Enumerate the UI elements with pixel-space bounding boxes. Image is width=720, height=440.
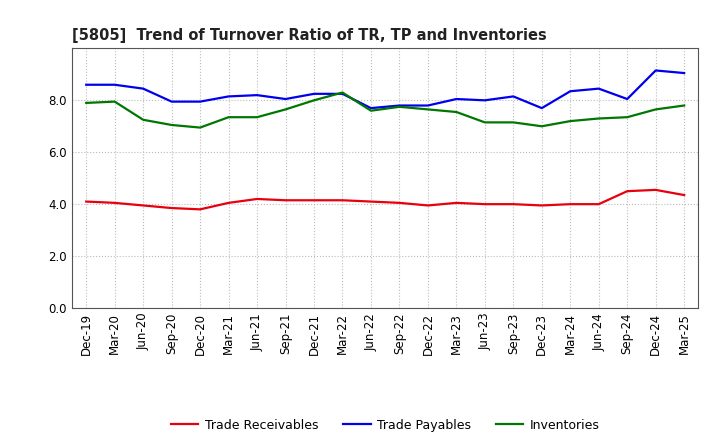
Trade Payables: [566, 88, 575, 94]
Trade Receivables: [366, 199, 375, 204]
Trade Payables: [196, 99, 204, 104]
Inventories: [338, 90, 347, 95]
Inventories: [225, 114, 233, 120]
Trade Payables: [537, 106, 546, 111]
Trade Receivables: [452, 200, 461, 205]
Trade Receivables: [595, 202, 603, 207]
Inventories: [366, 108, 375, 114]
Trade Receivables: [139, 203, 148, 208]
Trade Payables: [452, 96, 461, 102]
Trade Receivables: [225, 200, 233, 205]
Trade Payables: [680, 70, 688, 76]
Trade Receivables: [282, 198, 290, 203]
Inventories: [652, 107, 660, 112]
Inventories: [139, 117, 148, 122]
Inventories: [310, 98, 318, 103]
Line: Trade Receivables: Trade Receivables: [86, 190, 684, 209]
Inventories: [566, 118, 575, 124]
Line: Trade Payables: Trade Payables: [86, 70, 684, 108]
Inventories: [452, 110, 461, 115]
Inventories: [423, 107, 432, 112]
Trade Receivables: [253, 196, 261, 202]
Line: Inventories: Inventories: [86, 92, 684, 128]
Trade Payables: [253, 92, 261, 98]
Trade Payables: [282, 96, 290, 102]
Inventories: [282, 107, 290, 112]
Trade Receivables: [623, 188, 631, 194]
Trade Receivables: [652, 187, 660, 193]
Inventories: [253, 114, 261, 120]
Trade Receivables: [537, 203, 546, 208]
Trade Payables: [338, 91, 347, 96]
Inventories: [509, 120, 518, 125]
Inventories: [680, 103, 688, 108]
Trade Payables: [139, 86, 148, 91]
Trade Payables: [225, 94, 233, 99]
Trade Receivables: [82, 199, 91, 204]
Trade Payables: [480, 98, 489, 103]
Trade Receivables: [566, 202, 575, 207]
Trade Payables: [310, 91, 318, 96]
Trade Receivables: [167, 205, 176, 211]
Trade Receivables: [423, 203, 432, 208]
Trade Payables: [623, 96, 631, 102]
Trade Receivables: [680, 192, 688, 198]
Inventories: [196, 125, 204, 130]
Inventories: [167, 122, 176, 128]
Trade Receivables: [395, 200, 404, 205]
Inventories: [480, 120, 489, 125]
Trade Payables: [595, 86, 603, 91]
Trade Receivables: [338, 198, 347, 203]
Trade Receivables: [310, 198, 318, 203]
Trade Payables: [395, 103, 404, 108]
Trade Payables: [509, 94, 518, 99]
Trade Receivables: [509, 202, 518, 207]
Inventories: [82, 100, 91, 106]
Inventories: [623, 114, 631, 120]
Trade Receivables: [480, 202, 489, 207]
Trade Payables: [652, 68, 660, 73]
Trade Payables: [366, 106, 375, 111]
Inventories: [595, 116, 603, 121]
Inventories: [110, 99, 119, 104]
Inventories: [395, 104, 404, 110]
Inventories: [537, 124, 546, 129]
Trade Payables: [167, 99, 176, 104]
Trade Receivables: [196, 207, 204, 212]
Text: [5805]  Trend of Turnover Ratio of TR, TP and Inventories: [5805] Trend of Turnover Ratio of TR, TP…: [72, 28, 546, 43]
Trade Payables: [423, 103, 432, 108]
Trade Payables: [110, 82, 119, 88]
Trade Payables: [82, 82, 91, 88]
Trade Receivables: [110, 200, 119, 205]
Legend: Trade Receivables, Trade Payables, Inventories: Trade Receivables, Trade Payables, Inven…: [166, 414, 605, 437]
